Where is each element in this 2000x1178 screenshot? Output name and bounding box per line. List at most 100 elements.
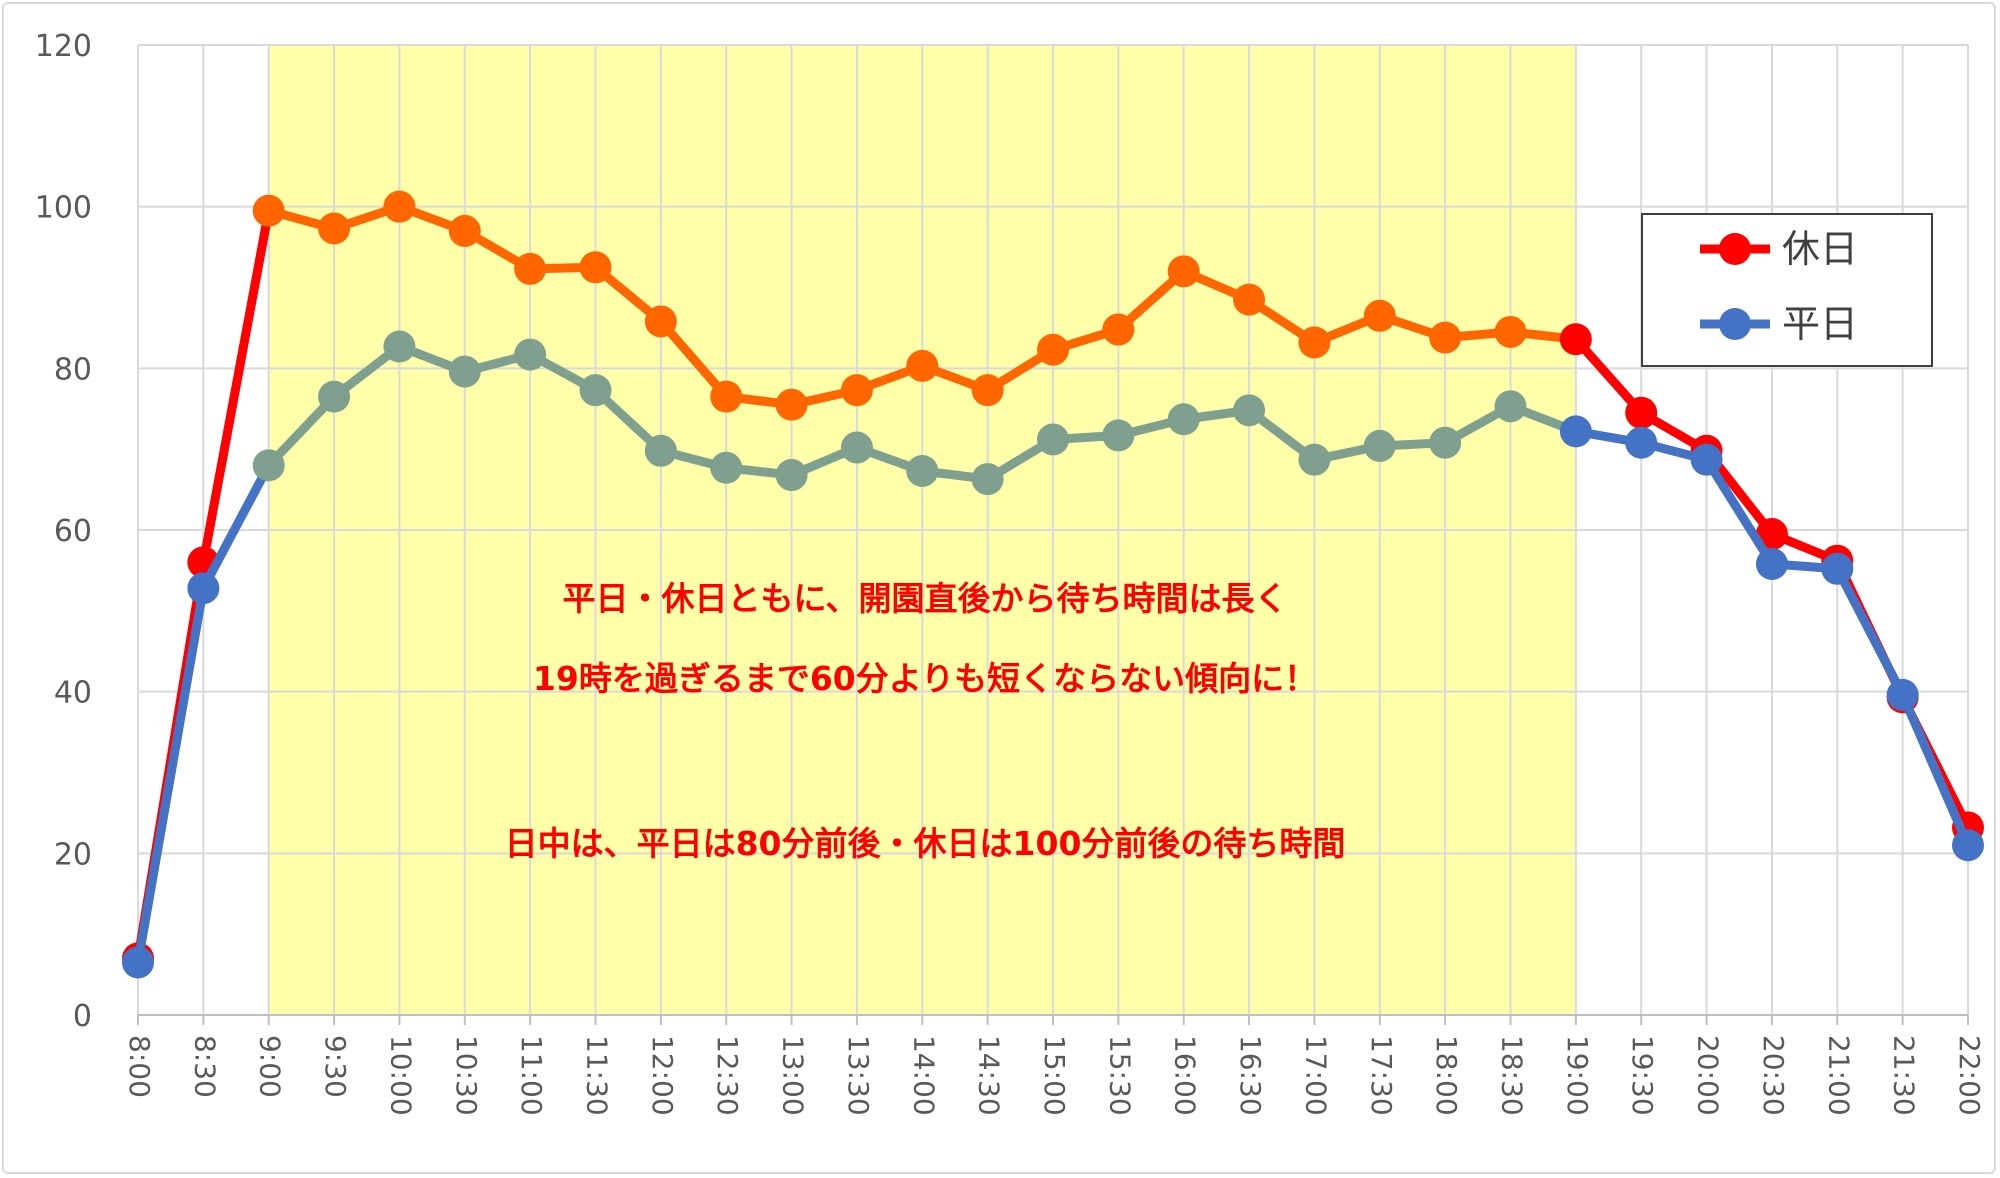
data-point bbox=[579, 251, 612, 284]
data-point bbox=[318, 380, 351, 413]
data-point bbox=[1429, 426, 1462, 459]
x-tick-label: 19:00 bbox=[1561, 1035, 1594, 1116]
annotation-line-3: 日中は、平日は80分前後・休日は100分前後の待ち時間 bbox=[505, 824, 1346, 863]
legend-marker-weekday bbox=[1719, 308, 1751, 340]
series-segment bbox=[1571, 334, 1646, 418]
axis-layer: 0 20 40 60 80 100 120 8:00 8:30 9:00 9:30 10:00 10:3… bbox=[35, 29, 1986, 1116]
y-tick-label: 60 bbox=[54, 514, 92, 549]
legend-box bbox=[1641, 213, 1933, 367]
data-point bbox=[1429, 321, 1462, 354]
data-point bbox=[906, 349, 939, 382]
data-point bbox=[318, 212, 351, 245]
legend-item-holiday: 休日 bbox=[1700, 227, 1858, 271]
y-tick-label: 120 bbox=[35, 29, 92, 64]
legend-marker-holiday bbox=[1719, 233, 1751, 265]
x-tick-label: 20:30 bbox=[1757, 1035, 1790, 1116]
data-point bbox=[1102, 419, 1135, 452]
x-tick-label: 8:00 bbox=[123, 1035, 156, 1098]
x-tick-label: 8:30 bbox=[188, 1035, 221, 1098]
data-point bbox=[1886, 678, 1919, 711]
series-segment bbox=[198, 460, 274, 593]
annotation-line-1: 平日・休日ともに、開園直後から待ち時間は長く bbox=[562, 579, 1287, 618]
x-tick-label: 20:00 bbox=[1692, 1035, 1725, 1116]
x-tick-label: 9:30 bbox=[319, 1035, 352, 1098]
x-tick-label: 15:00 bbox=[1038, 1035, 1071, 1116]
data-point bbox=[840, 431, 873, 464]
data-point bbox=[1755, 518, 1788, 551]
data-point bbox=[1494, 315, 1527, 348]
legend-label-holiday: 休日 bbox=[1782, 227, 1858, 271]
data-point bbox=[1821, 552, 1854, 585]
data-point bbox=[1167, 403, 1200, 436]
series-segment bbox=[1702, 455, 1777, 569]
x-tick-label: 13:00 bbox=[777, 1035, 810, 1116]
data-point bbox=[644, 434, 677, 467]
data-point bbox=[775, 388, 808, 421]
data-point bbox=[1625, 396, 1658, 429]
x-tick-label: 18:30 bbox=[1496, 1035, 1529, 1116]
y-tick-label: 0 bbox=[73, 999, 92, 1034]
data-point bbox=[1559, 323, 1592, 356]
y-tick-label: 20 bbox=[54, 837, 92, 872]
data-point bbox=[1755, 547, 1788, 580]
x-tick-label: 14:30 bbox=[973, 1035, 1006, 1116]
data-point bbox=[906, 454, 939, 487]
data-point bbox=[252, 194, 285, 227]
x-tick-label: 12:00 bbox=[646, 1035, 679, 1116]
data-point bbox=[1363, 429, 1396, 462]
x-tick-label: 22:00 bbox=[1953, 1035, 1986, 1116]
y-tick-label: 80 bbox=[54, 352, 92, 387]
x-tick-label: 18:00 bbox=[1430, 1035, 1463, 1116]
x-tick-label: 13:30 bbox=[842, 1035, 875, 1116]
data-point bbox=[514, 338, 547, 371]
data-point bbox=[1625, 426, 1658, 459]
x-tick-label: 9:00 bbox=[254, 1035, 287, 1098]
data-point bbox=[710, 451, 743, 484]
data-point bbox=[1363, 299, 1396, 332]
series-segment bbox=[656, 316, 731, 402]
legend-item-weekday: 平日 bbox=[1700, 302, 1858, 346]
data-point bbox=[644, 305, 677, 338]
x-tick-label: 21:30 bbox=[1888, 1035, 1921, 1116]
legend-label-weekday: 平日 bbox=[1782, 302, 1858, 346]
x-tick-label: 17:00 bbox=[1299, 1035, 1332, 1116]
data-point bbox=[448, 214, 481, 247]
y-tick-label: 40 bbox=[54, 676, 92, 711]
data-point bbox=[1952, 829, 1984, 862]
data-point bbox=[383, 330, 416, 363]
data-point bbox=[1233, 283, 1266, 316]
data-point bbox=[710, 380, 743, 413]
data-point bbox=[971, 374, 1004, 407]
data-point bbox=[448, 355, 481, 388]
x-tick-label: 11:00 bbox=[515, 1035, 548, 1116]
x-tick-label: 14:00 bbox=[907, 1035, 940, 1116]
x-tick-label: 21:00 bbox=[1822, 1035, 1855, 1116]
data-point bbox=[1559, 415, 1592, 448]
data-point bbox=[1494, 390, 1527, 423]
annotation-line-2: 19時を過ぎるまで60分よりも短くならない傾向に！ bbox=[533, 659, 1317, 698]
data-point bbox=[383, 190, 416, 223]
series-segment bbox=[1898, 690, 1973, 850]
data-point bbox=[775, 459, 808, 492]
x-tick-label: 10:00 bbox=[384, 1035, 417, 1116]
data-point bbox=[1298, 326, 1331, 359]
data-point bbox=[252, 449, 285, 482]
data-point bbox=[1037, 423, 1069, 456]
grid-layer bbox=[137, 44, 1969, 1016]
series-layer bbox=[122, 190, 1984, 979]
series-weekday bbox=[122, 330, 1984, 979]
data-point bbox=[1167, 255, 1200, 288]
data-point bbox=[1102, 313, 1135, 346]
x-tick-label: 16:00 bbox=[1169, 1035, 1202, 1116]
data-point bbox=[1037, 333, 1069, 366]
x-tick-label: 17:30 bbox=[1365, 1035, 1398, 1116]
data-point bbox=[1690, 443, 1723, 476]
data-point bbox=[971, 463, 1004, 496]
x-tick-label: 19:30 bbox=[1626, 1035, 1659, 1116]
data-point bbox=[187, 572, 220, 605]
data-point bbox=[840, 374, 873, 407]
x-tick-label: 11:30 bbox=[581, 1035, 614, 1116]
x-tick-label: 15:30 bbox=[1103, 1035, 1136, 1116]
data-point bbox=[122, 946, 154, 979]
